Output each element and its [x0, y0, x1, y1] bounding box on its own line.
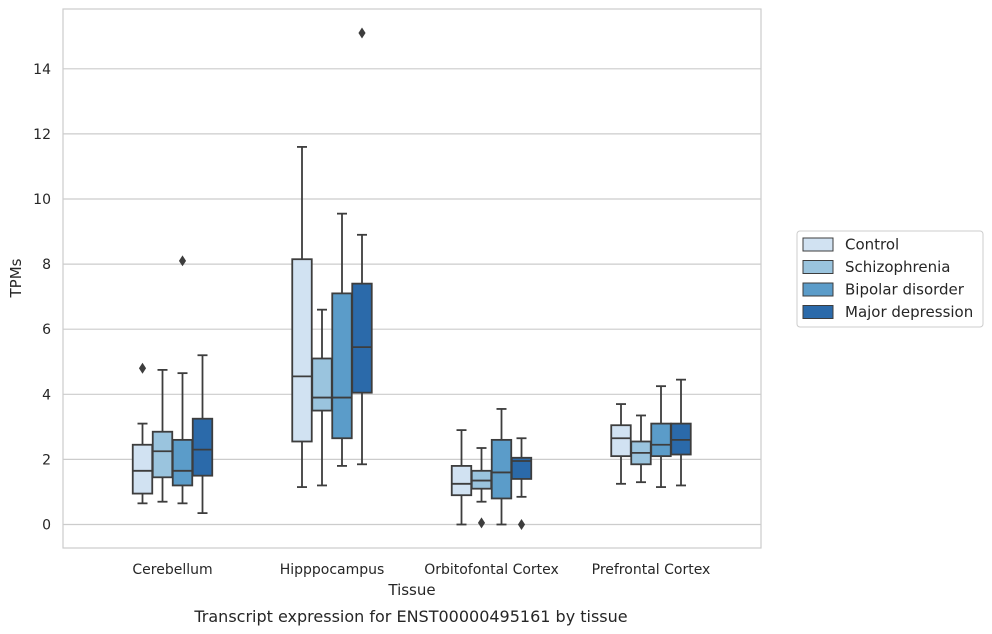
outlier-point — [477, 517, 486, 529]
y-tick-label: 10 — [33, 192, 51, 208]
box-control — [450, 429, 473, 526]
box-major-depression — [351, 233, 373, 466]
box-schizophrenia — [470, 447, 493, 503]
legend-label: Schizophrenia — [845, 258, 950, 276]
legend-swatch — [802, 305, 834, 319]
y-tick-label: 6 — [42, 322, 51, 338]
box-control — [131, 422, 154, 505]
legend-label: Major depression — [845, 303, 973, 321]
box-control — [291, 146, 313, 488]
y-tick-label: 12 — [33, 127, 51, 143]
iqr-box — [151, 430, 174, 479]
box-major-depression — [510, 437, 533, 498]
legend-swatch — [802, 282, 834, 297]
iqr-box — [490, 438, 513, 500]
legend-label: Control — [845, 236, 899, 254]
iqr-box — [610, 424, 632, 458]
boxes — [131, 146, 692, 526]
box-major-depression — [191, 354, 214, 515]
y-tick-label: 8 — [42, 257, 51, 273]
plot-area — [62, 8, 762, 549]
y-tick-label: 14 — [33, 62, 51, 78]
box-schizophrenia — [151, 368, 174, 503]
y-tick-label: 2 — [42, 452, 51, 468]
x-axis-ticks: Cerebellum Hipppocampus Orbitofontal Corte… — [132, 562, 710, 578]
box-bipolar-disorder — [490, 408, 513, 526]
iqr-box — [510, 456, 533, 480]
box-control — [610, 403, 632, 485]
box-schizophrenia — [630, 414, 652, 484]
iqr-box — [191, 417, 214, 477]
outlier-point — [517, 519, 526, 530]
y-axis-ticks: 0 2 4 6 8 10 12 14 — [33, 62, 51, 534]
chart-caption: Transcript expression for ENST0000049516… — [193, 607, 627, 626]
legend-frame — [796, 230, 984, 328]
x-axis-label: Tissue — [387, 581, 435, 599]
box-bipolar-disorder — [650, 385, 672, 488]
iqr-box — [291, 258, 313, 443]
outlier-point — [138, 362, 147, 374]
iqr-box — [311, 357, 333, 412]
box-bipolar-disorder — [331, 212, 353, 467]
outlier-point — [358, 27, 366, 39]
box-bipolar-disorder — [171, 372, 194, 505]
legend-swatch — [802, 237, 834, 252]
iqr-box — [351, 282, 373, 394]
iqr-box — [650, 422, 672, 458]
legend: Control Schizophrenia Bipolar disorder Majo… — [796, 230, 984, 328]
legend-label: Bipolar disorder — [845, 281, 965, 299]
iqr-box — [131, 443, 154, 495]
box-schizophrenia — [311, 308, 333, 487]
outliers — [138, 27, 526, 530]
x-tick-label: Orbitofontal Cortex — [424, 562, 559, 578]
iqr-box — [331, 292, 353, 440]
y-tick-label: 0 — [42, 518, 51, 534]
iqr-box — [171, 438, 194, 487]
y-tick-label: 4 — [42, 387, 51, 403]
iqr-box — [450, 465, 473, 497]
x-tick-label: Prefrontal Cortex — [592, 562, 711, 578]
legend-swatch — [802, 260, 834, 274]
y-axis-label: TPMs — [7, 258, 25, 298]
x-tick-label: Cerebellum — [132, 562, 212, 578]
x-tick-label: Hipppocampus — [280, 562, 385, 578]
outlier-point — [178, 255, 187, 267]
box-major-depression — [670, 378, 692, 487]
